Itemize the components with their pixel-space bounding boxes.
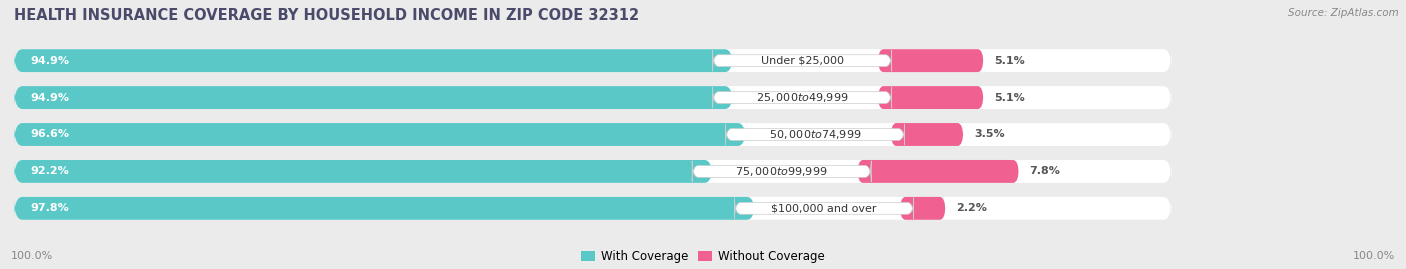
Text: 100.0%: 100.0% (11, 251, 53, 261)
FancyBboxPatch shape (14, 86, 734, 109)
Text: $100,000 and over: $100,000 and over (772, 203, 877, 213)
Text: 7.8%: 7.8% (1029, 167, 1060, 176)
Text: $50,000 to $74,999: $50,000 to $74,999 (769, 128, 862, 141)
Text: 100.0%: 100.0% (1353, 251, 1395, 261)
FancyBboxPatch shape (14, 197, 1171, 220)
FancyBboxPatch shape (858, 160, 1019, 183)
Text: 96.6%: 96.6% (31, 129, 69, 140)
Legend: With Coverage, Without Coverage: With Coverage, Without Coverage (581, 250, 825, 263)
Text: 94.9%: 94.9% (31, 56, 69, 66)
FancyBboxPatch shape (900, 197, 945, 220)
FancyBboxPatch shape (14, 197, 755, 220)
Text: $25,000 to $49,999: $25,000 to $49,999 (756, 91, 848, 104)
Text: 5.1%: 5.1% (994, 56, 1025, 66)
FancyBboxPatch shape (14, 49, 1171, 72)
Text: 2.2%: 2.2% (956, 203, 987, 213)
FancyBboxPatch shape (14, 49, 734, 72)
Text: Source: ZipAtlas.com: Source: ZipAtlas.com (1288, 8, 1399, 18)
FancyBboxPatch shape (14, 123, 1171, 146)
FancyBboxPatch shape (14, 160, 713, 183)
Text: 94.9%: 94.9% (31, 93, 69, 102)
Text: 3.5%: 3.5% (974, 129, 1005, 140)
FancyBboxPatch shape (877, 86, 983, 109)
FancyBboxPatch shape (877, 49, 983, 72)
FancyBboxPatch shape (14, 160, 1171, 183)
FancyBboxPatch shape (713, 87, 891, 108)
FancyBboxPatch shape (14, 86, 1171, 109)
Text: 92.2%: 92.2% (31, 167, 69, 176)
Text: Under $25,000: Under $25,000 (761, 56, 844, 66)
FancyBboxPatch shape (14, 123, 747, 146)
Text: 97.8%: 97.8% (31, 203, 69, 213)
FancyBboxPatch shape (692, 161, 872, 182)
FancyBboxPatch shape (725, 124, 904, 145)
Text: 5.1%: 5.1% (994, 93, 1025, 102)
FancyBboxPatch shape (734, 198, 914, 219)
Text: HEALTH INSURANCE COVERAGE BY HOUSEHOLD INCOME IN ZIP CODE 32312: HEALTH INSURANCE COVERAGE BY HOUSEHOLD I… (14, 8, 640, 23)
FancyBboxPatch shape (891, 123, 963, 146)
Text: $75,000 to $99,999: $75,000 to $99,999 (735, 165, 828, 178)
FancyBboxPatch shape (713, 50, 891, 71)
